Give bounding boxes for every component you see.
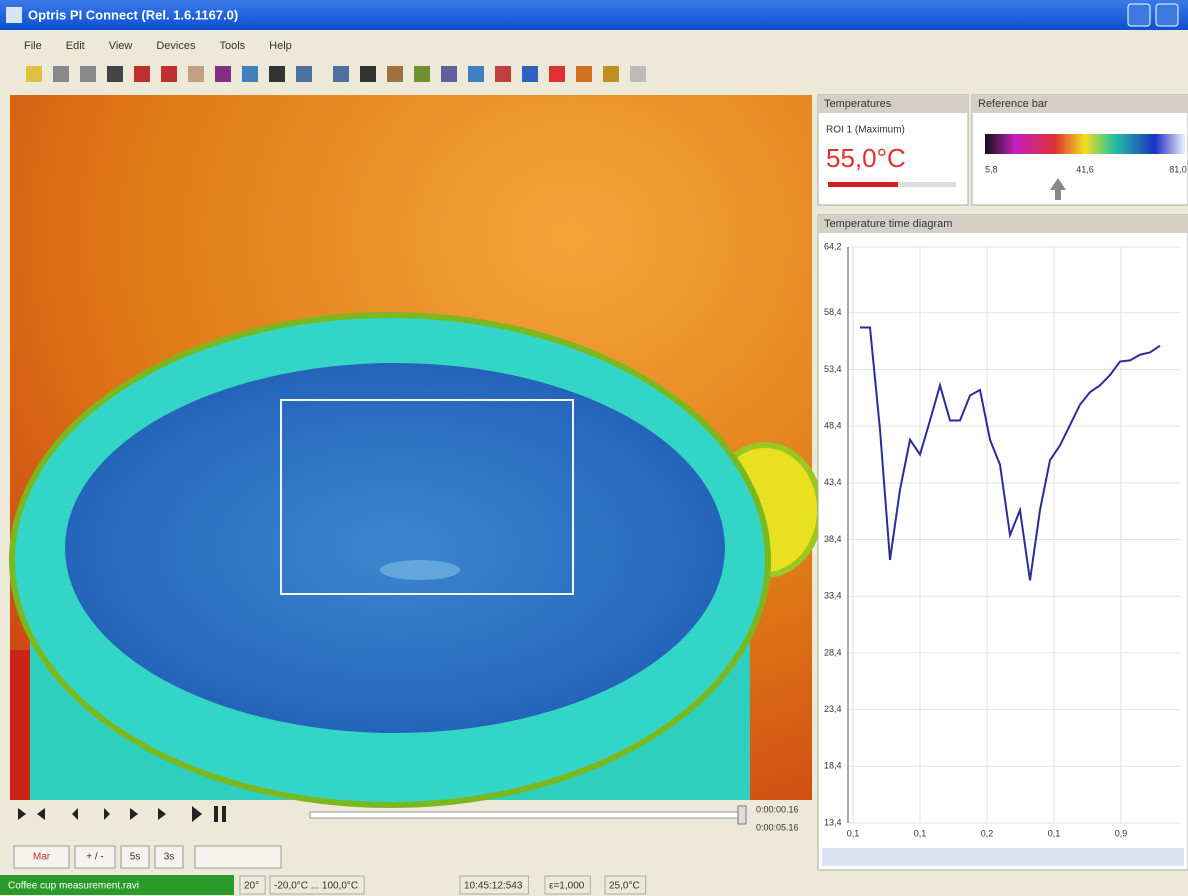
y-tick-label: 13,4 xyxy=(824,817,842,827)
toolbar-button[interactable] xyxy=(242,66,258,82)
x-tick-label: 0,1 xyxy=(914,828,927,838)
app-window: Optris PI Connect (Rel. 1.6.1167.0) File… xyxy=(0,0,1188,896)
page: Optris PI Connect (Rel. 1.6.1167.0) File… xyxy=(0,0,1188,896)
toolbar xyxy=(26,66,646,82)
status-field: -20,0°C ... 100,0°C xyxy=(274,881,358,892)
diagram-scrollbar[interactable] xyxy=(822,848,1184,866)
x-tick-label: 0,9 xyxy=(1115,828,1128,838)
toolbar-button[interactable] xyxy=(296,66,312,82)
slider-thumb[interactable] xyxy=(738,806,746,824)
toolbar-button[interactable] xyxy=(53,66,69,82)
panel-title: Reference bar xyxy=(978,98,1048,110)
toolbar-button[interactable] xyxy=(495,66,511,82)
toolbar-button[interactable] xyxy=(215,66,231,82)
minimize-button[interactable] xyxy=(1128,4,1150,26)
timestamp: 0:00:05.16 xyxy=(756,822,799,832)
scale-label: 81,0 xyxy=(1169,164,1187,174)
y-tick-label: 64,2 xyxy=(824,241,842,251)
panel-title: Temperature time diagram xyxy=(824,218,952,230)
status-field: ε=1,000 xyxy=(549,881,585,892)
toolbar-button[interactable] xyxy=(441,66,457,82)
speed-slider[interactable] xyxy=(195,846,281,868)
playback-button-label: 3s xyxy=(164,852,175,863)
toolbar-button[interactable] xyxy=(360,66,376,82)
app-icon xyxy=(6,7,22,23)
y-tick-label: 33,4 xyxy=(824,591,842,601)
toolbar-button[interactable] xyxy=(107,66,123,82)
status-field: Coffee cup measurement.ravi xyxy=(8,881,139,892)
toolbar-button[interactable] xyxy=(80,66,96,82)
measure-label: ROI 1 (Maximum) xyxy=(826,125,905,136)
menu-item[interactable]: Edit xyxy=(66,40,85,52)
status-field: 20° xyxy=(244,881,259,892)
toolbar-button[interactable] xyxy=(333,66,349,82)
value-gauge-fill xyxy=(828,182,898,187)
toolbar-button[interactable] xyxy=(188,66,204,82)
time-slider[interactable] xyxy=(310,812,742,818)
toolbar-button[interactable] xyxy=(630,66,646,82)
x-tick-label: 0,2 xyxy=(981,828,994,838)
menu-item[interactable]: View xyxy=(109,40,133,52)
y-tick-label: 53,4 xyxy=(824,364,842,374)
toolbar-button[interactable] xyxy=(549,66,565,82)
color-scale xyxy=(985,134,1185,154)
menu-item[interactable]: Tools xyxy=(219,40,245,52)
scale-label: 41,6 xyxy=(1076,164,1094,174)
toolbar-button[interactable] xyxy=(387,66,403,82)
thermal-image xyxy=(10,95,820,805)
playback-button-label: Mar xyxy=(33,852,51,863)
toolbar-button[interactable] xyxy=(26,66,42,82)
toolbar-button[interactable] xyxy=(522,66,538,82)
status-field: 10:45:12:543 xyxy=(464,881,523,892)
toolbar-button[interactable] xyxy=(161,66,177,82)
playback-button-label: + / - xyxy=(86,852,104,863)
x-tick-label: 0,1 xyxy=(1048,828,1061,838)
y-tick-label: 18,4 xyxy=(824,761,842,771)
playback-button-label: 5s xyxy=(130,852,141,863)
x-tick-label: 0,1 xyxy=(847,828,860,838)
y-tick-label: 58,4 xyxy=(824,307,842,317)
toolbar-button[interactable] xyxy=(134,66,150,82)
window-title: Optris PI Connect (Rel. 1.6.1167.0) xyxy=(28,7,238,22)
toolbar-button[interactable] xyxy=(603,66,619,82)
y-tick-label: 43,4 xyxy=(824,477,842,487)
menu-item[interactable]: Devices xyxy=(156,40,196,52)
timestamp: 0:00:00.16 xyxy=(756,804,799,814)
menu-item[interactable]: Help xyxy=(269,40,292,52)
toolbar-button[interactable] xyxy=(468,66,484,82)
playback-controls xyxy=(18,806,746,824)
maximize-button[interactable] xyxy=(1156,4,1178,26)
scale-label: 5,8 xyxy=(985,164,998,174)
y-tick-label: 23,4 xyxy=(824,704,842,714)
toolbar-button[interactable] xyxy=(414,66,430,82)
y-tick-label: 38,4 xyxy=(824,534,842,544)
panel-title: Temperatures xyxy=(824,98,892,110)
toolbar-button[interactable] xyxy=(269,66,285,82)
toolbar-button[interactable] xyxy=(576,66,592,82)
y-tick-label: 48,4 xyxy=(824,421,842,431)
menu-item[interactable]: File xyxy=(24,40,42,52)
status-field: 25,0°C xyxy=(609,881,640,892)
y-tick-label: 28,4 xyxy=(824,647,842,657)
measure-value: 55,0°C xyxy=(826,143,906,173)
